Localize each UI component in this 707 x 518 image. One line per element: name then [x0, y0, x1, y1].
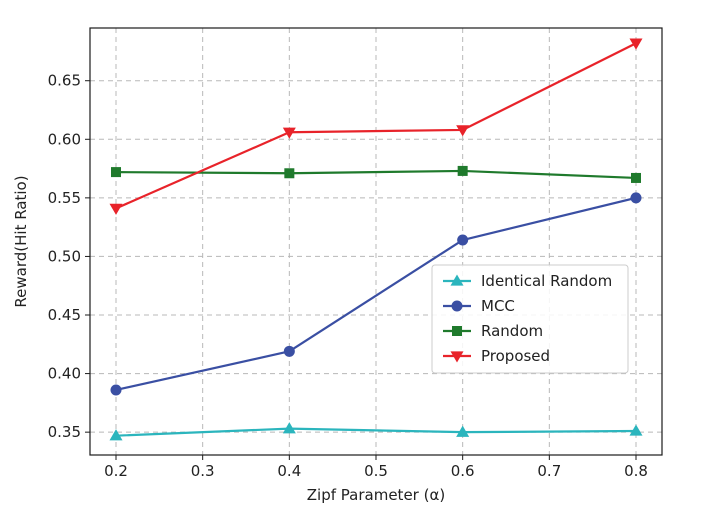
- series-random: [111, 165, 641, 183]
- y-tick-label: 0.55: [48, 189, 81, 207]
- legend-label-random: Random: [481, 322, 543, 340]
- series-proposed: [109, 38, 643, 215]
- x-axis-title: Zipf Parameter (α): [307, 486, 445, 504]
- series-line-proposed: [115, 42, 637, 210]
- series-layer: [109, 38, 643, 441]
- legend-label-identical-random: Identical Random: [481, 272, 612, 290]
- legend-item-proposed: Proposed: [443, 347, 550, 365]
- data-point-identical-random: [282, 422, 296, 434]
- y-tick-label: 0.60: [48, 130, 81, 148]
- legend-label-proposed: Proposed: [481, 347, 550, 365]
- legend: Identical Random MCC Random Proposed: [431, 264, 629, 374]
- legend-marker-random: [452, 326, 462, 336]
- y-tick-label: 0.45: [48, 306, 81, 324]
- data-point-mcc: [630, 192, 642, 204]
- series-line-random: [115, 169, 637, 180]
- data-point-random: [631, 172, 641, 183]
- data-point-random: [111, 167, 121, 178]
- x-tick-label: 0.3: [191, 462, 215, 480]
- data-point-random: [457, 165, 468, 176]
- data-point-proposed: [629, 38, 643, 50]
- data-point-proposed: [282, 127, 296, 139]
- y-tick-label: 0.65: [48, 72, 81, 90]
- x-tick-label: 0.8: [624, 462, 648, 480]
- y-tick-label: 0.50: [48, 247, 81, 265]
- series-line-identical-random: [115, 427, 637, 437]
- data-point-mcc: [283, 345, 295, 357]
- legend-marker-identical-random: [450, 274, 464, 286]
- legend-item-random: Random: [443, 322, 543, 340]
- legend-item-identical-random: Identical Random: [443, 272, 612, 290]
- data-point-identical-random: [456, 425, 470, 437]
- data-point-mcc: [110, 384, 122, 396]
- y-tick-label: 0.40: [48, 365, 81, 383]
- x-tick-label: 0.5: [364, 462, 388, 480]
- x-tick-label: 0.2: [104, 462, 128, 480]
- legend-box: [431, 264, 629, 374]
- data-point-proposed: [109, 203, 123, 215]
- y-tick-label: 0.35: [48, 423, 81, 441]
- data-point-proposed: [456, 125, 470, 137]
- data-point-identical-random: [109, 429, 123, 441]
- series-identical-random: [109, 422, 643, 441]
- legend-item-mcc: MCC: [443, 297, 515, 315]
- data-point-random: [284, 168, 295, 179]
- legend-marker-proposed: [450, 351, 464, 363]
- x-tick-label: 0.6: [451, 462, 475, 480]
- series-line-mcc: [115, 196, 637, 392]
- data-point-mcc: [457, 234, 469, 246]
- grid: [90, 28, 662, 455]
- series-mcc: [110, 192, 642, 396]
- legend-label-mcc: MCC: [481, 297, 515, 315]
- y-axis-title: Reward(Hit Ratio): [12, 175, 30, 307]
- legend-marker-mcc: [451, 300, 463, 312]
- x-tick-label: 0.7: [537, 462, 561, 480]
- axes: 0.2 0.3 0.4 0.5 0.6 0.7 0.8 0.35 0.40 0.45 0.50 0.5…: [48, 72, 648, 480]
- data-point-identical-random: [629, 424, 643, 436]
- x-tick-label: 0.4: [277, 462, 301, 480]
